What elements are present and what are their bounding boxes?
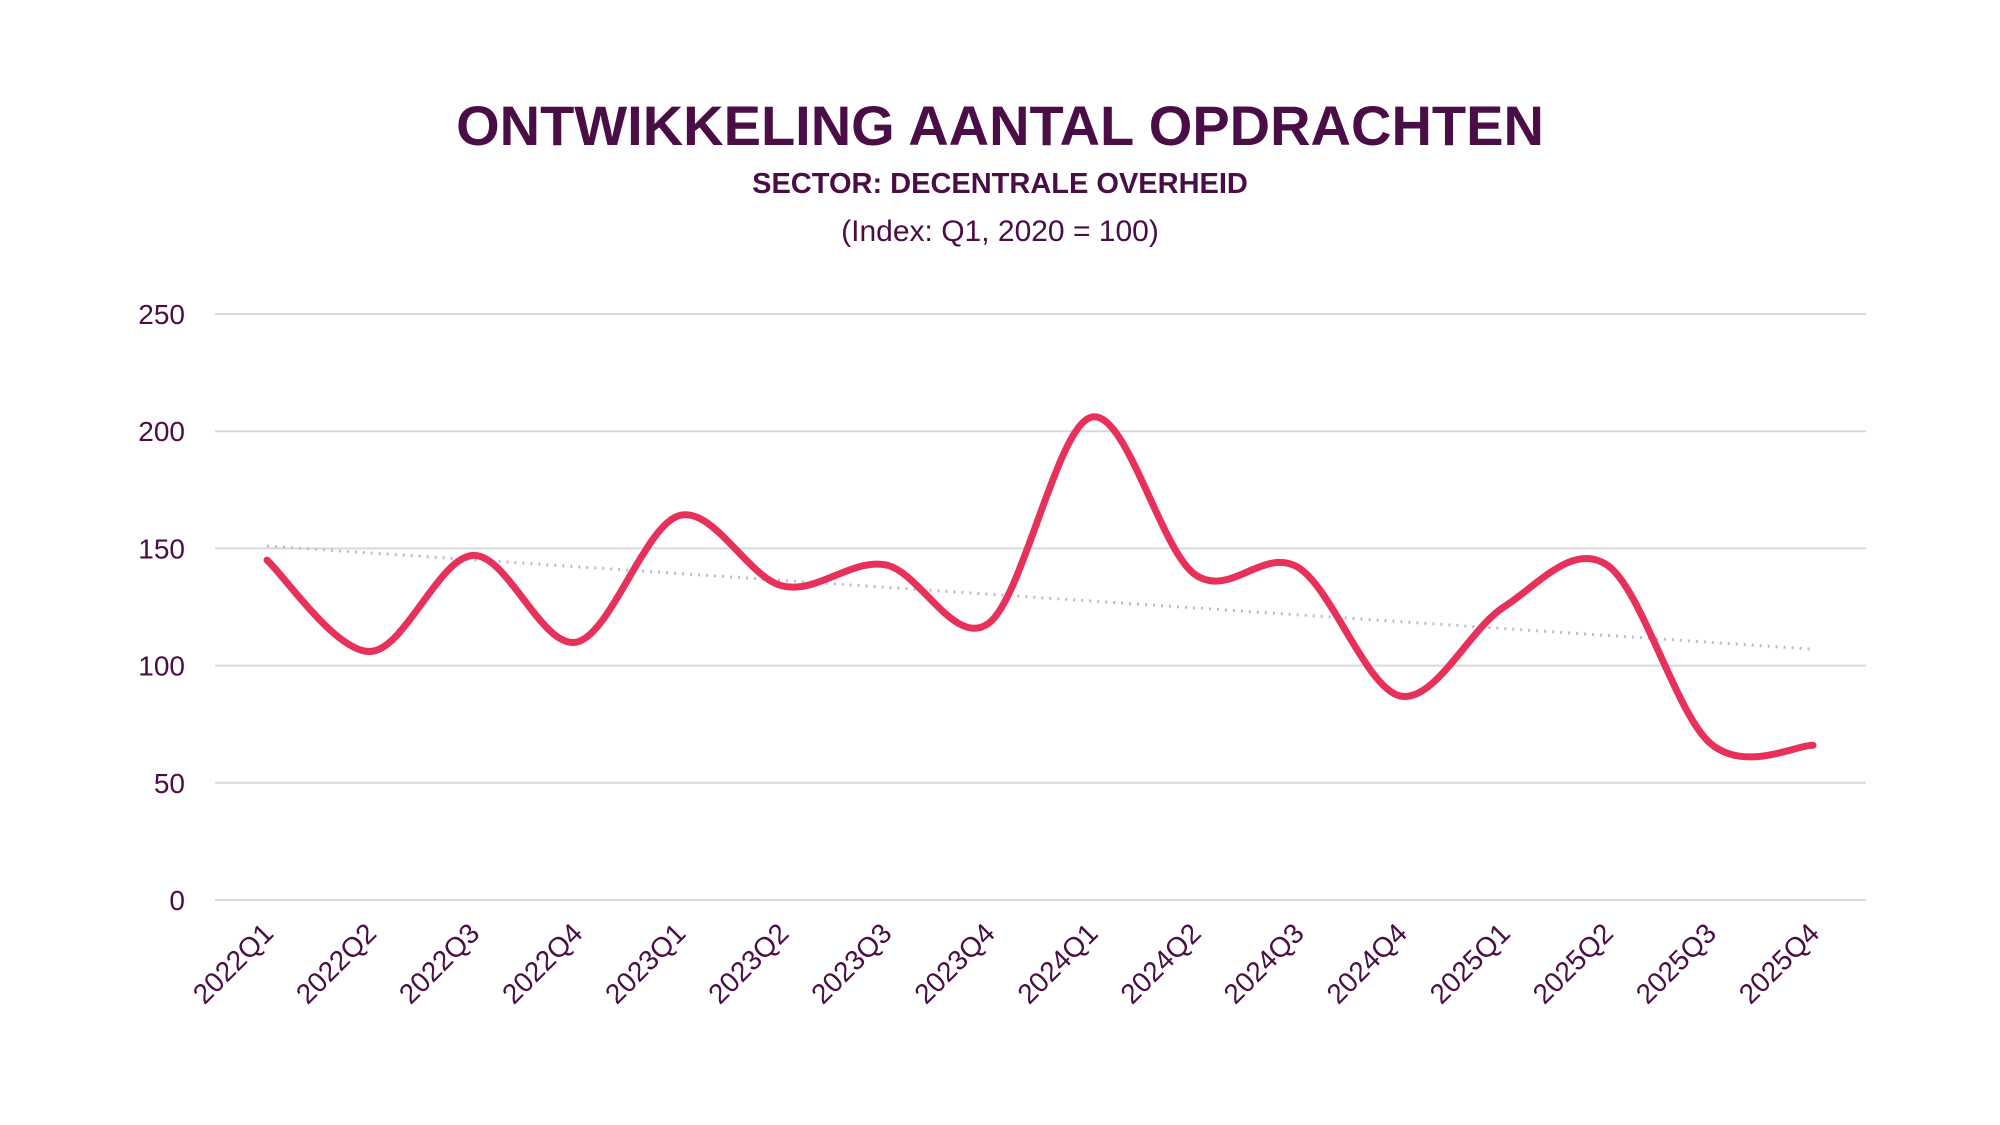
x-tick-label: 2024Q3 <box>1218 917 1310 1009</box>
y-tick-label: 0 <box>169 885 185 916</box>
y-tick-label: 250 <box>138 299 185 330</box>
chart-index-note: (Index: Q1, 2020 = 100) <box>841 215 1159 248</box>
y-tick-label: 50 <box>154 768 185 799</box>
x-tick-label: 2023Q2 <box>702 917 794 1009</box>
y-tick-label: 100 <box>138 651 185 682</box>
chart-title: ONTWIKKELING AANTAL OPDRACHTEN <box>456 94 1544 157</box>
x-tick-label: 2025Q2 <box>1527 917 1619 1009</box>
y-tick-label: 150 <box>138 533 185 564</box>
x-tick-label: 2024Q4 <box>1321 917 1413 1009</box>
x-tick-label: 2025Q3 <box>1630 917 1722 1009</box>
x-tick-label: 2022Q1 <box>187 917 279 1009</box>
x-tick-label: 2023Q1 <box>599 917 691 1009</box>
x-tick-label: 2024Q2 <box>1114 917 1206 1009</box>
x-tick-label: 2022Q3 <box>393 917 485 1009</box>
x-tick-label: 2025Q4 <box>1733 917 1825 1009</box>
x-tick-label: 2022Q4 <box>496 917 588 1009</box>
x-tick-label: 2023Q3 <box>805 917 897 1009</box>
x-tick-label: 2023Q4 <box>908 917 1000 1009</box>
series-line <box>263 413 1817 761</box>
x-tick-label: 2024Q1 <box>1011 917 1103 1009</box>
chart-subtitle: SECTOR: DECENTRALE OVERHEID <box>752 168 1248 200</box>
y-tick-label: 200 <box>138 416 185 447</box>
x-tick-label: 2022Q2 <box>290 917 382 1009</box>
x-tick-label: 2025Q1 <box>1424 917 1516 1009</box>
